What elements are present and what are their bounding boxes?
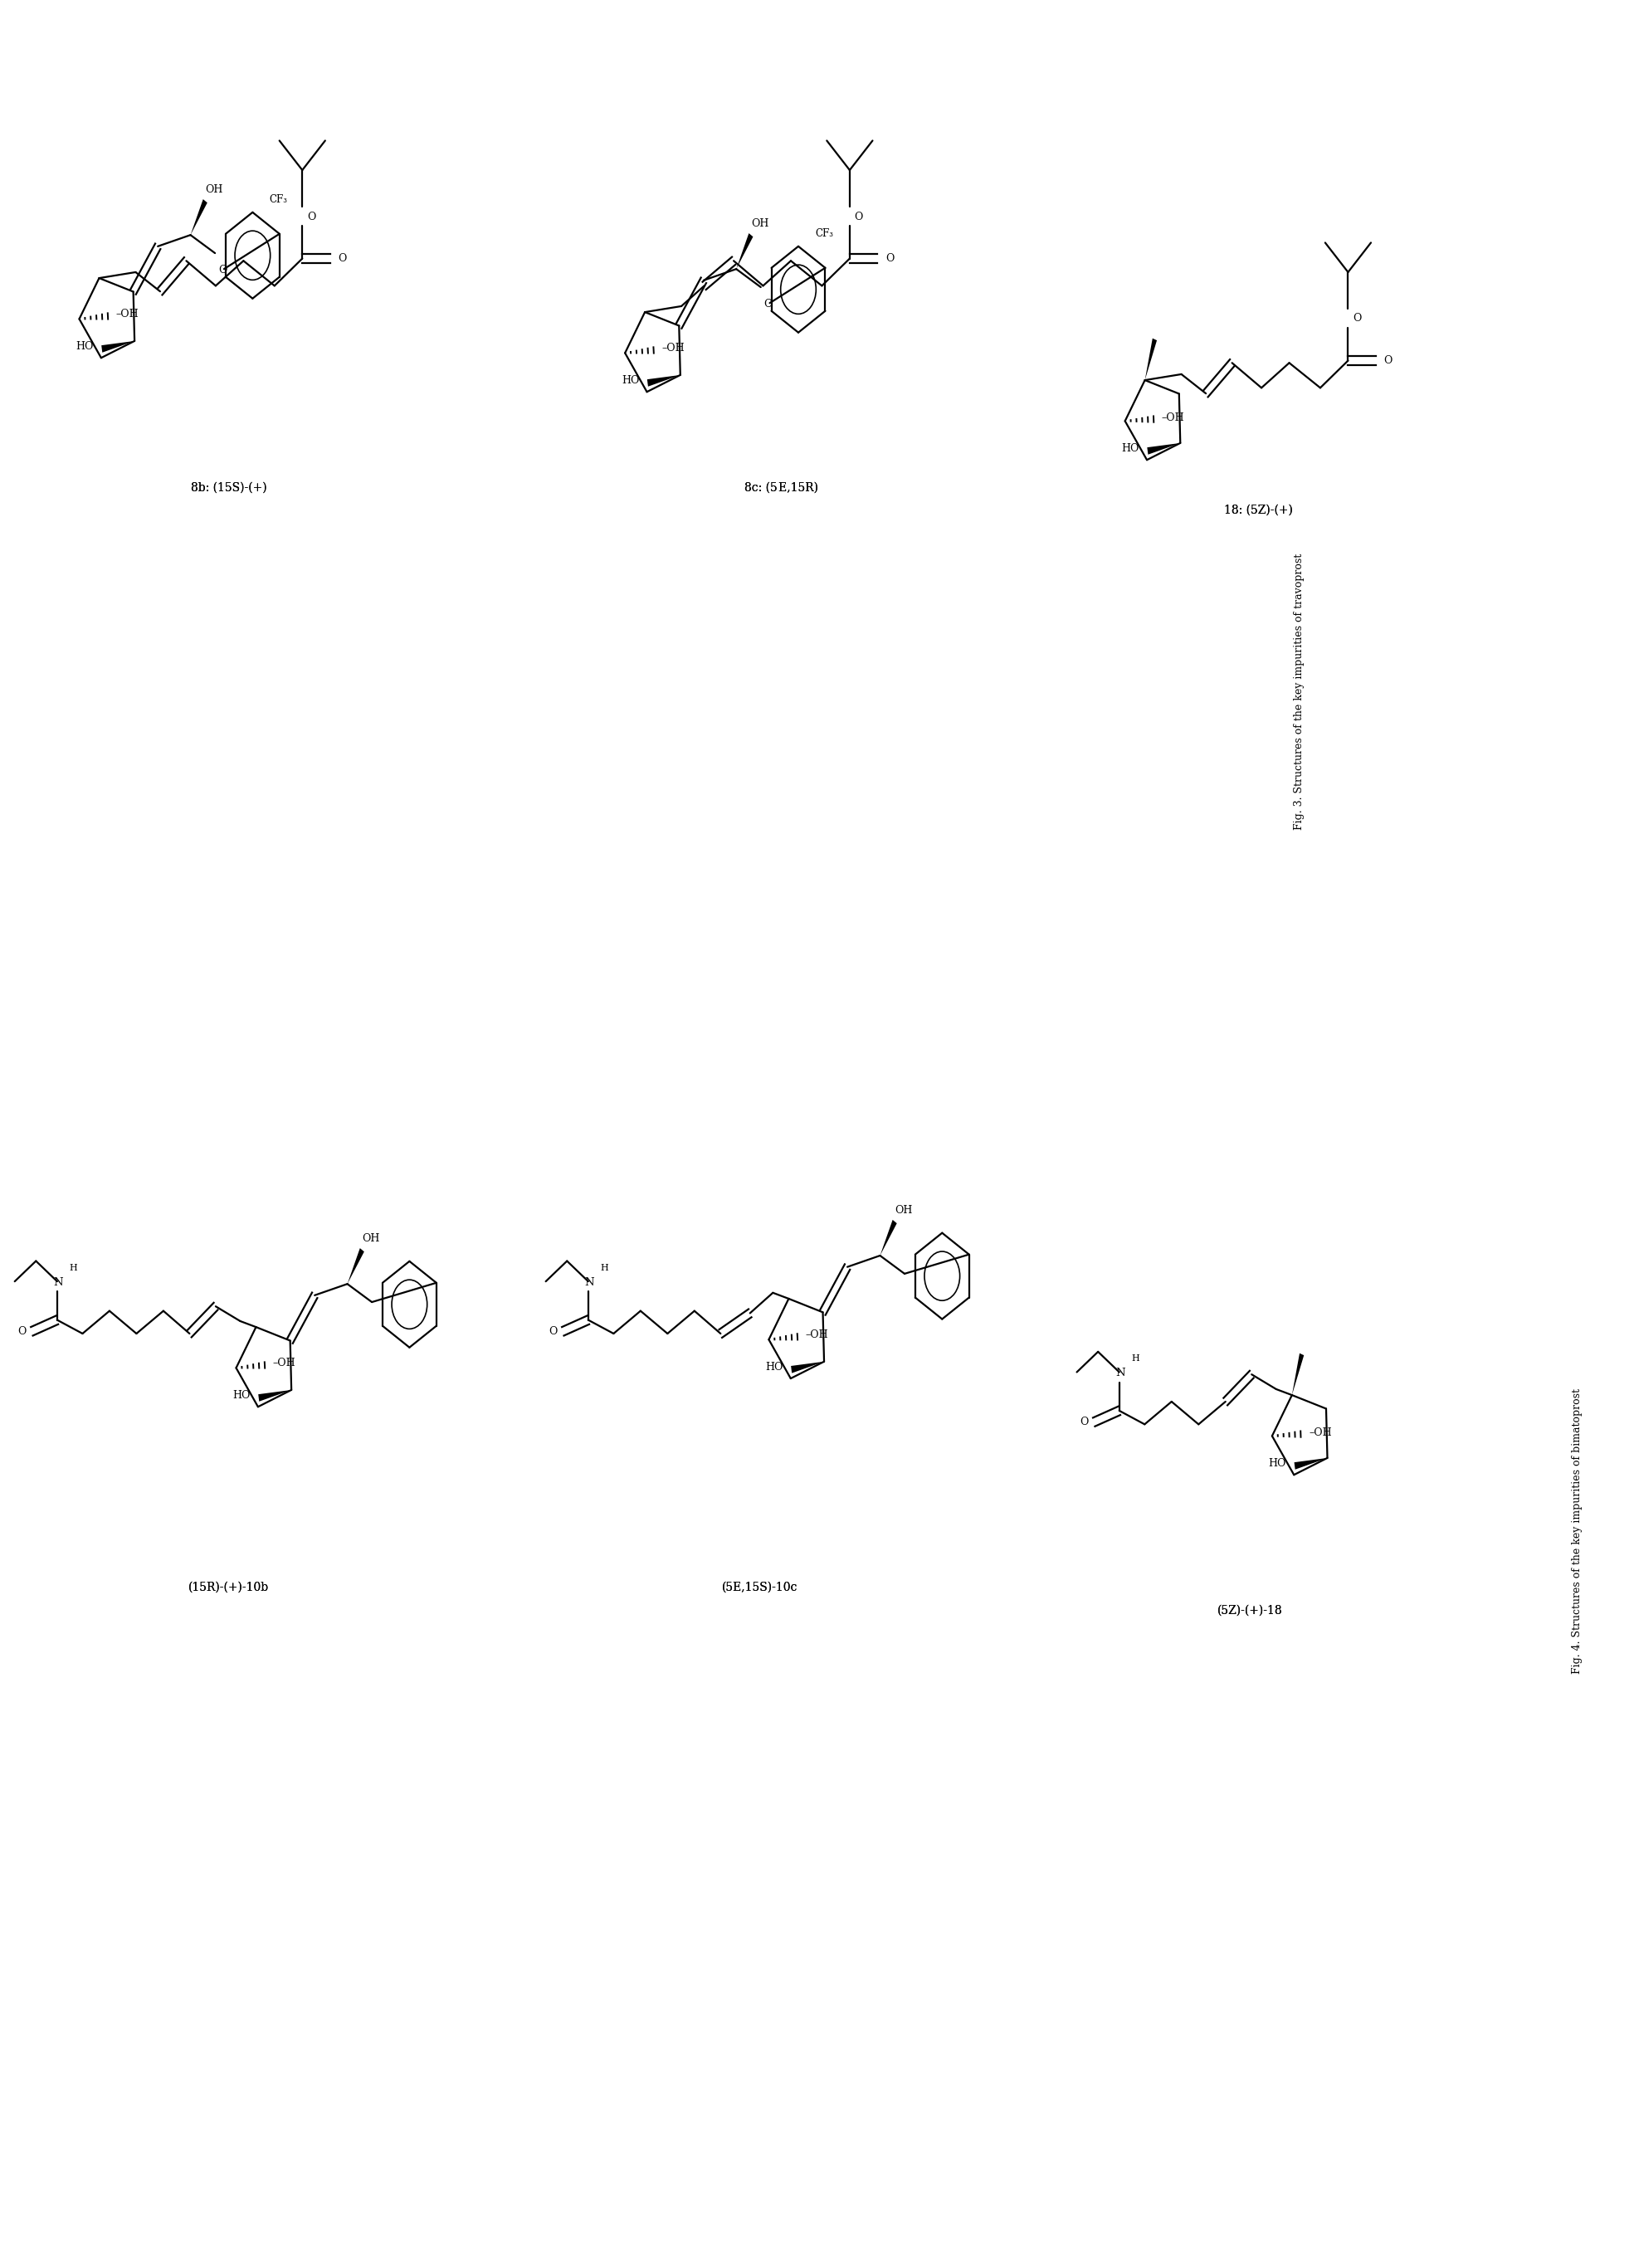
Text: HO: HO xyxy=(1268,1458,1286,1470)
Text: –OH: –OH xyxy=(273,1359,296,1370)
Text: HO: HO xyxy=(621,374,639,386)
Text: H: H xyxy=(70,1263,77,1272)
Text: H: H xyxy=(601,1263,608,1272)
Text: –OH: –OH xyxy=(116,308,139,320)
Text: 18: (5Z)-(+): 18: (5Z)-(+) xyxy=(1224,503,1292,517)
Polygon shape xyxy=(1292,1354,1304,1395)
Text: –OH: –OH xyxy=(1162,413,1185,424)
Text: OH: OH xyxy=(206,184,224,195)
Text: HO: HO xyxy=(765,1361,783,1372)
Polygon shape xyxy=(1294,1458,1327,1470)
Polygon shape xyxy=(258,1390,291,1402)
Text: 8b: (15S)-(+): 8b: (15S)-(+) xyxy=(191,481,266,494)
Text: O: O xyxy=(18,1327,26,1336)
Text: CF₃: CF₃ xyxy=(815,229,833,238)
Text: Fig. 3. Structures of the key impurities of travoprost: Fig. 3. Structures of the key impurities… xyxy=(1294,553,1304,830)
Text: HO: HO xyxy=(232,1390,250,1402)
Polygon shape xyxy=(881,1220,897,1256)
Text: (5Z)-(+)-18: (5Z)-(+)-18 xyxy=(1217,1603,1283,1617)
Text: O: O xyxy=(1384,356,1392,365)
Text: N: N xyxy=(585,1277,593,1288)
Text: (5E,15S)-10c: (5E,15S)-10c xyxy=(722,1581,797,1594)
Text: (15R)-(+)-10b: (15R)-(+)-10b xyxy=(188,1581,270,1594)
Text: –OH: –OH xyxy=(1309,1427,1332,1438)
Text: O: O xyxy=(307,211,315,222)
Text: O: O xyxy=(763,299,773,308)
Text: 18: (5Z)-(+): 18: (5Z)-(+) xyxy=(1224,503,1292,517)
Polygon shape xyxy=(191,200,208,236)
Text: O: O xyxy=(549,1327,557,1336)
Text: HO: HO xyxy=(1121,442,1139,454)
Text: Fig. 4. Structures of the key impurities of bimatoprost: Fig. 4. Structures of the key impurities… xyxy=(1572,1388,1582,1674)
Polygon shape xyxy=(348,1247,364,1284)
Text: HO: HO xyxy=(75,340,93,352)
Text: O: O xyxy=(1353,313,1361,324)
Polygon shape xyxy=(1145,338,1157,381)
Polygon shape xyxy=(1147,442,1180,454)
Polygon shape xyxy=(791,1361,824,1372)
Text: N: N xyxy=(1116,1368,1124,1379)
Text: CF₃: CF₃ xyxy=(270,195,288,204)
Text: OH: OH xyxy=(363,1234,381,1243)
Text: (5E,15S)-10c: (5E,15S)-10c xyxy=(722,1581,797,1594)
Text: 8c: (5 E,15R): 8c: (5 E,15R) xyxy=(743,481,819,494)
Text: O: O xyxy=(338,254,346,263)
Text: OH: OH xyxy=(895,1204,913,1216)
Text: 8c: (5 E,15R): 8c: (5 E,15R) xyxy=(743,481,819,494)
Text: 8b: (15S)-(+): 8b: (15S)-(+) xyxy=(191,481,266,494)
Text: –OH: –OH xyxy=(806,1329,828,1340)
Polygon shape xyxy=(101,340,134,352)
Polygon shape xyxy=(647,374,680,386)
Text: N: N xyxy=(54,1277,62,1288)
Text: OH: OH xyxy=(752,218,770,229)
Text: O: O xyxy=(855,211,863,222)
Text: O: O xyxy=(217,265,227,274)
Text: O: O xyxy=(1080,1418,1088,1427)
Text: O: O xyxy=(886,254,894,263)
Text: –OH: –OH xyxy=(662,342,685,354)
Polygon shape xyxy=(737,234,753,270)
Text: (15R)-(+)-10b: (15R)-(+)-10b xyxy=(188,1581,270,1594)
Text: (5Z)-(+)-18: (5Z)-(+)-18 xyxy=(1217,1603,1283,1617)
Text: H: H xyxy=(1132,1354,1139,1363)
